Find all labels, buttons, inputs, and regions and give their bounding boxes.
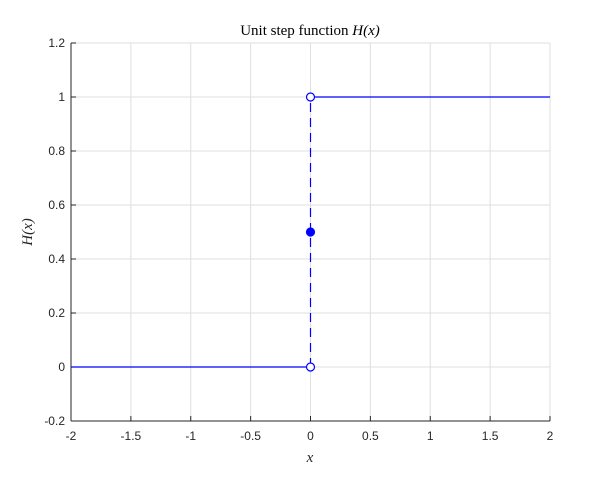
chart-title: Unit step function H(x) (240, 23, 380, 39)
x-tick-label: -1 (185, 429, 196, 443)
x-tick-label: 2 (547, 429, 554, 443)
y-tick-label: 0 (58, 360, 65, 374)
open-marker (305, 362, 316, 372)
x-tick-label: -2 (66, 429, 77, 443)
y-tick-label: -0.2 (44, 414, 65, 428)
filled-marker (305, 227, 316, 237)
x-tick-label: 1.5 (482, 429, 499, 443)
x-tick-label: -0.5 (240, 429, 261, 443)
x-tick-label: 0 (307, 429, 314, 443)
y-tick-label: 0.6 (48, 198, 65, 212)
y-tick-label: 0.2 (48, 306, 65, 320)
y-tick-label: 0.4 (48, 252, 65, 266)
markers (305, 92, 316, 372)
y-tick-label: 1.2 (48, 36, 65, 50)
x-axis-label: x (306, 450, 314, 466)
y-tick-label: 0.8 (48, 144, 65, 158)
ticks: -2 -1.5 -1 -0.5 0 0.5 1 1.5 2 -0.2 0 0.2 0.4 0.6 0.8 1 1… (44, 36, 553, 443)
x-tick-label: 0.5 (362, 429, 379, 443)
x-tick-label: -1.5 (121, 429, 142, 443)
y-axis-label: H(x) (20, 218, 36, 246)
open-marker (305, 92, 316, 102)
x-tick-label: 1 (427, 429, 434, 443)
y-tick-label: 1 (58, 90, 65, 104)
